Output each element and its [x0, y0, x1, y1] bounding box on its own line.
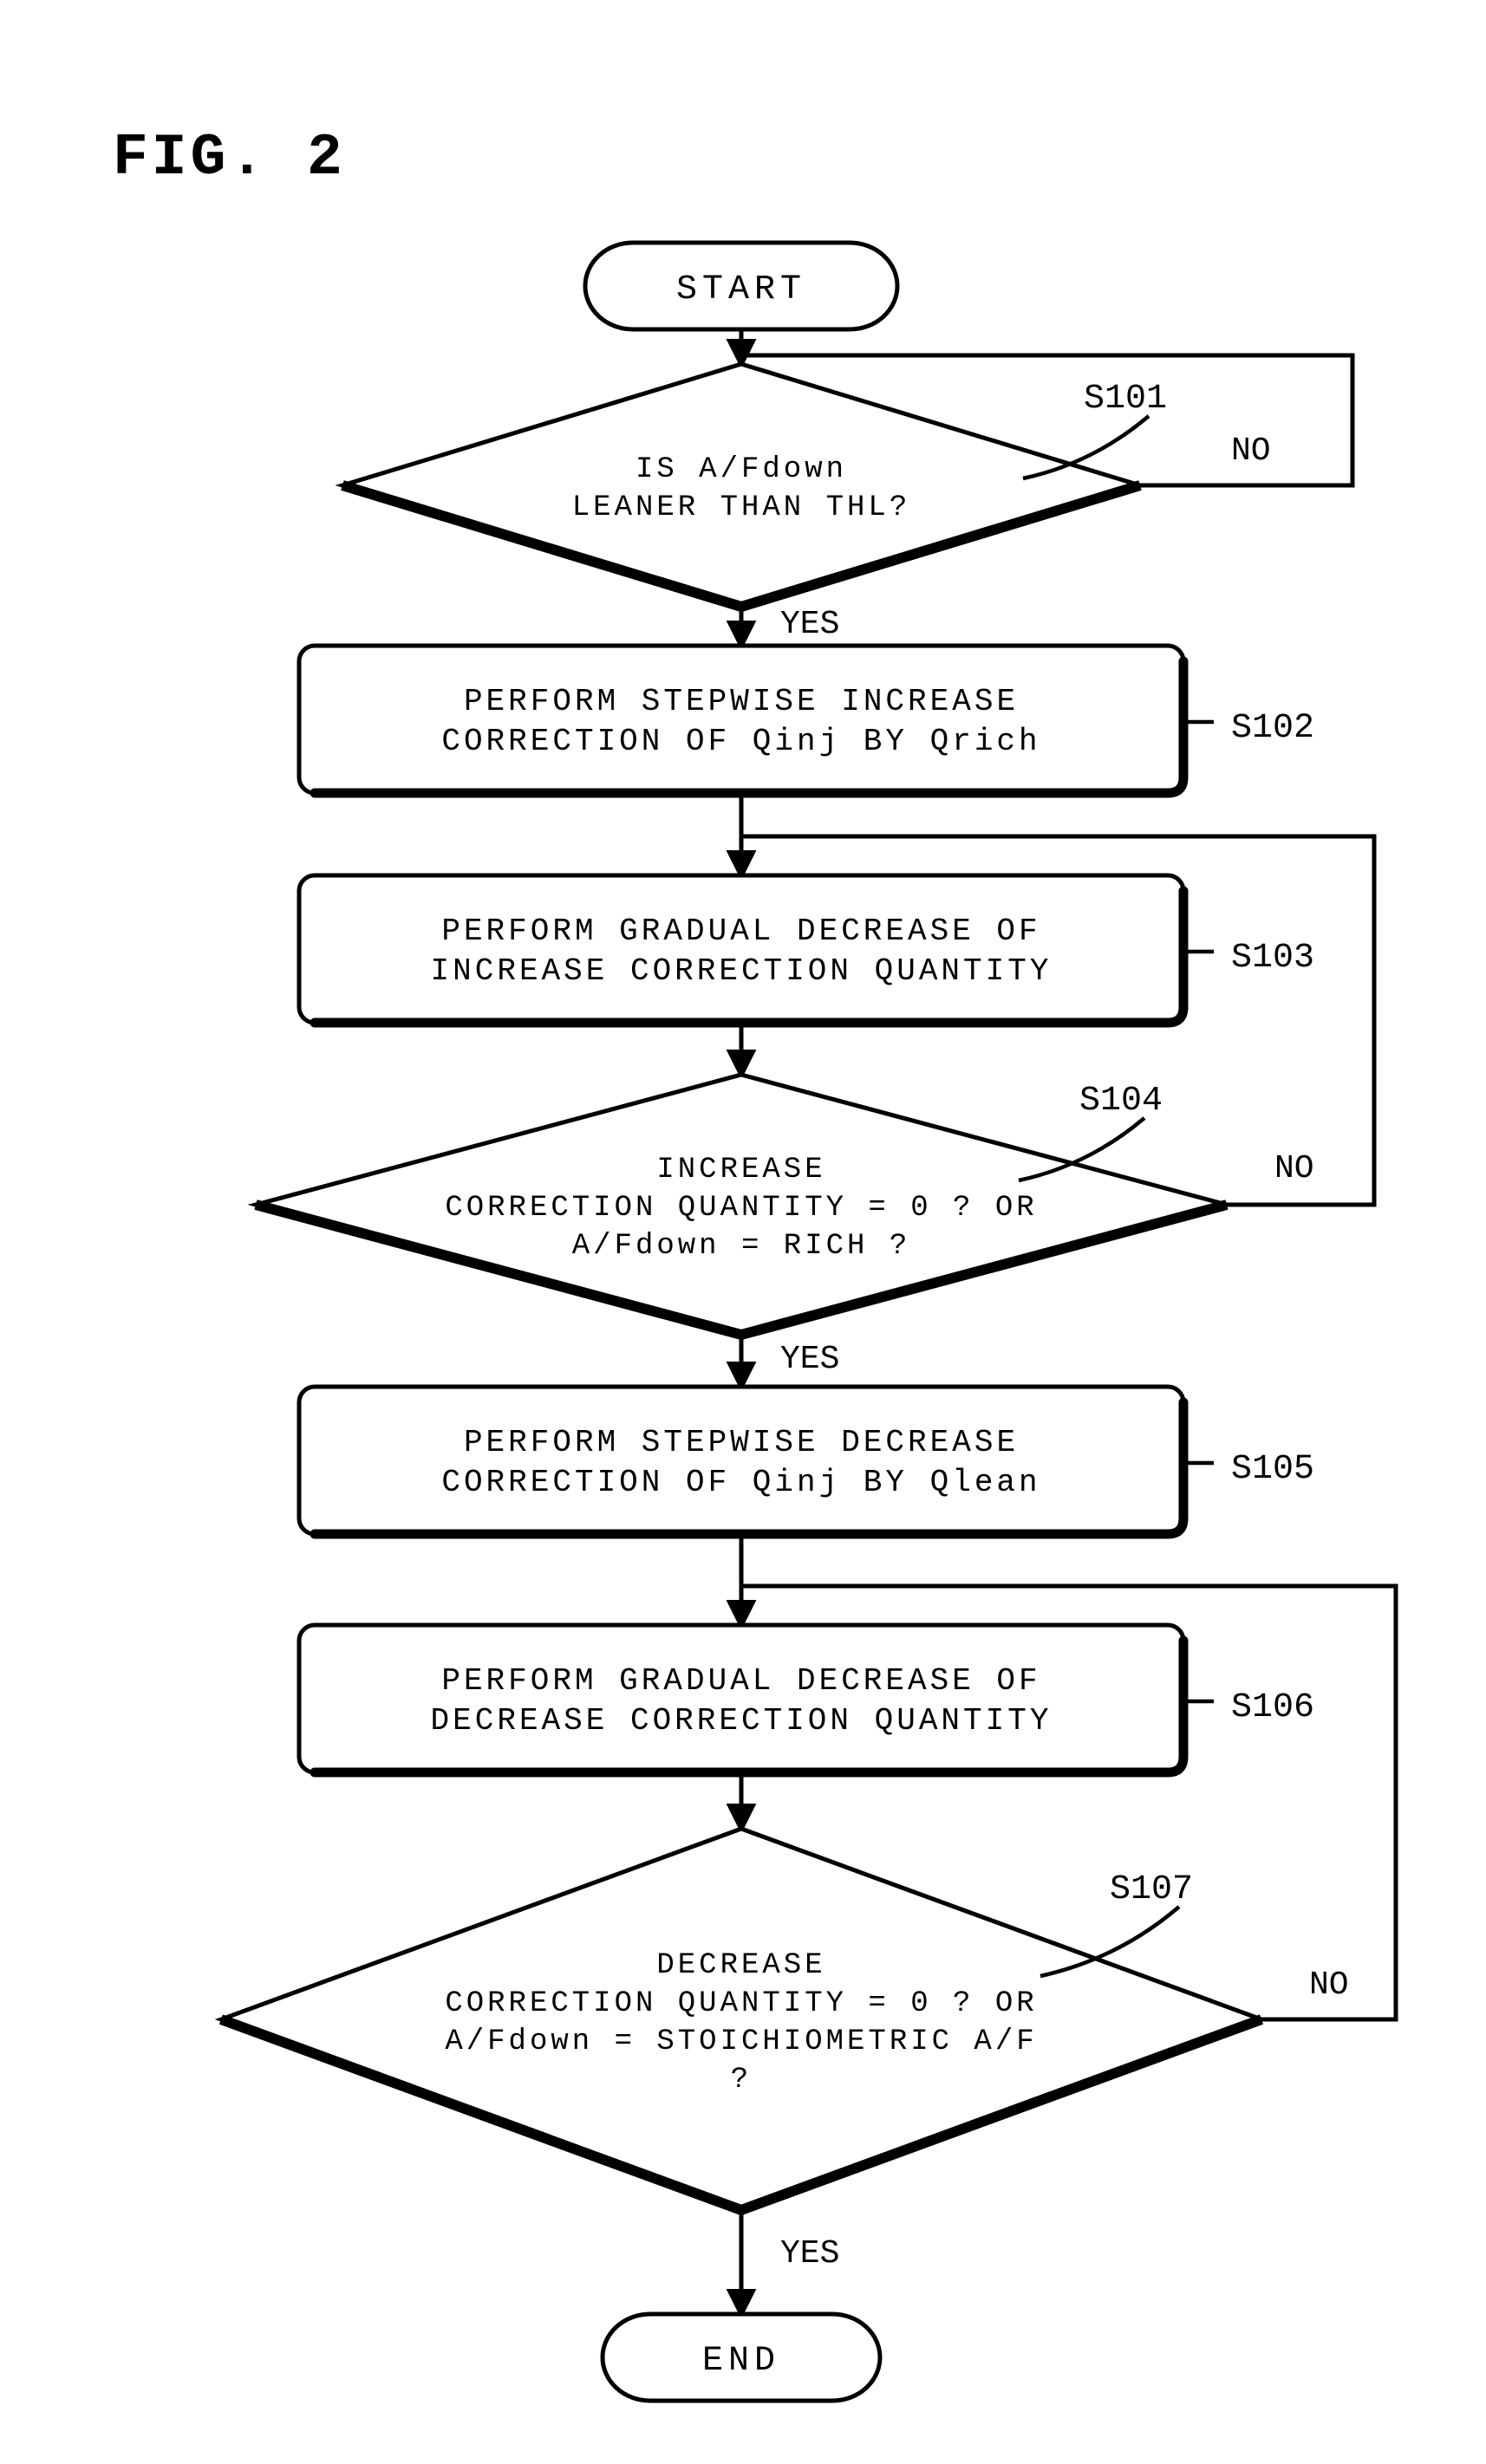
edge-label-s101-s102-yes: YES — [780, 606, 839, 643]
step-label-s104: S104 — [1079, 1082, 1163, 1121]
node-s101-line-0: IS A/Fdown — [635, 453, 847, 486]
node-s106-line-1: DECREASE CORRECTION QUANTITY — [431, 1703, 1053, 1739]
node-s104-line-1: CORRECTION QUANTITY = 0 ? OR — [445, 1192, 1037, 1225]
node-s106: PERFORM GRADUAL DECREASE OF DECREASE CORR… — [299, 1625, 1183, 1772]
edge-label-s101-s101-no: NO — [1231, 432, 1271, 470]
node-s107-line-0: DECREASE — [656, 1949, 825, 1982]
node-end-text: END — [702, 2342, 780, 2381]
figure-title: FIG. 2 — [113, 125, 346, 192]
node-s107-line-3: ? — [731, 2064, 752, 2097]
node-s102: PERFORM STEPWISE INCREASE CORRECTION OF Q… — [299, 646, 1183, 793]
node-s105: PERFORM STEPWISE DECREASE CORRECTION OF Q… — [299, 1387, 1183, 1534]
node-s105-line-0: PERFORM STEPWISE DECREASE — [464, 1425, 1019, 1460]
node-s101-line-1: LEANER THAN THL? — [572, 491, 910, 524]
node-s105-line-1: CORRECTION OF Qinj BY Qlean — [441, 1465, 1040, 1500]
node-s104-line-2: A/Fdown = RICH ? — [572, 1230, 910, 1263]
edge-label-s104-s103-no: NO — [1274, 1150, 1314, 1187]
step-label-s107: S107 — [1110, 1870, 1193, 1909]
node-s103: PERFORM GRADUAL DECREASE OF INCREASE CORR… — [299, 875, 1183, 1023]
edge-label-s107-end-yes: YES — [780, 2235, 839, 2272]
step-label-s102: S102 — [1231, 709, 1314, 748]
node-s103-line-1: INCREASE CORRECTION QUANTITY — [431, 953, 1053, 989]
node-s102-line-1: CORRECTION OF Qinj BY Qrich — [441, 724, 1040, 759]
node-s104-line-0: INCREASE — [656, 1154, 825, 1186]
node-s107-line-1: CORRECTION QUANTITY = 0 ? OR — [445, 1987, 1037, 2020]
step-label-s103: S103 — [1231, 939, 1314, 978]
flowchart: FIG. 2 YES NO YES NO YES NO START END IS A/Fdown L… — [0, 0, 1486, 2464]
node-end: END — [603, 2314, 880, 2401]
node-start-text: START — [676, 270, 806, 309]
node-s106-line-0: PERFORM GRADUAL DECREASE OF — [441, 1663, 1040, 1699]
step-label-s106: S106 — [1231, 1688, 1314, 1727]
node-s102-line-0: PERFORM STEPWISE INCREASE — [464, 684, 1019, 719]
edge-label-s107-s106-no: NO — [1309, 1967, 1349, 2004]
node-s107-line-2: A/Fdown = STOICHIOMETRIC A/F — [445, 2025, 1037, 2058]
node-s103-line-0: PERFORM GRADUAL DECREASE OF — [441, 913, 1040, 949]
node-start: START — [585, 243, 897, 329]
edge-label-s104-s105-yes: YES — [780, 1341, 839, 1378]
step-label-s101: S101 — [1084, 380, 1167, 419]
step-label-s105: S105 — [1231, 1450, 1314, 1489]
